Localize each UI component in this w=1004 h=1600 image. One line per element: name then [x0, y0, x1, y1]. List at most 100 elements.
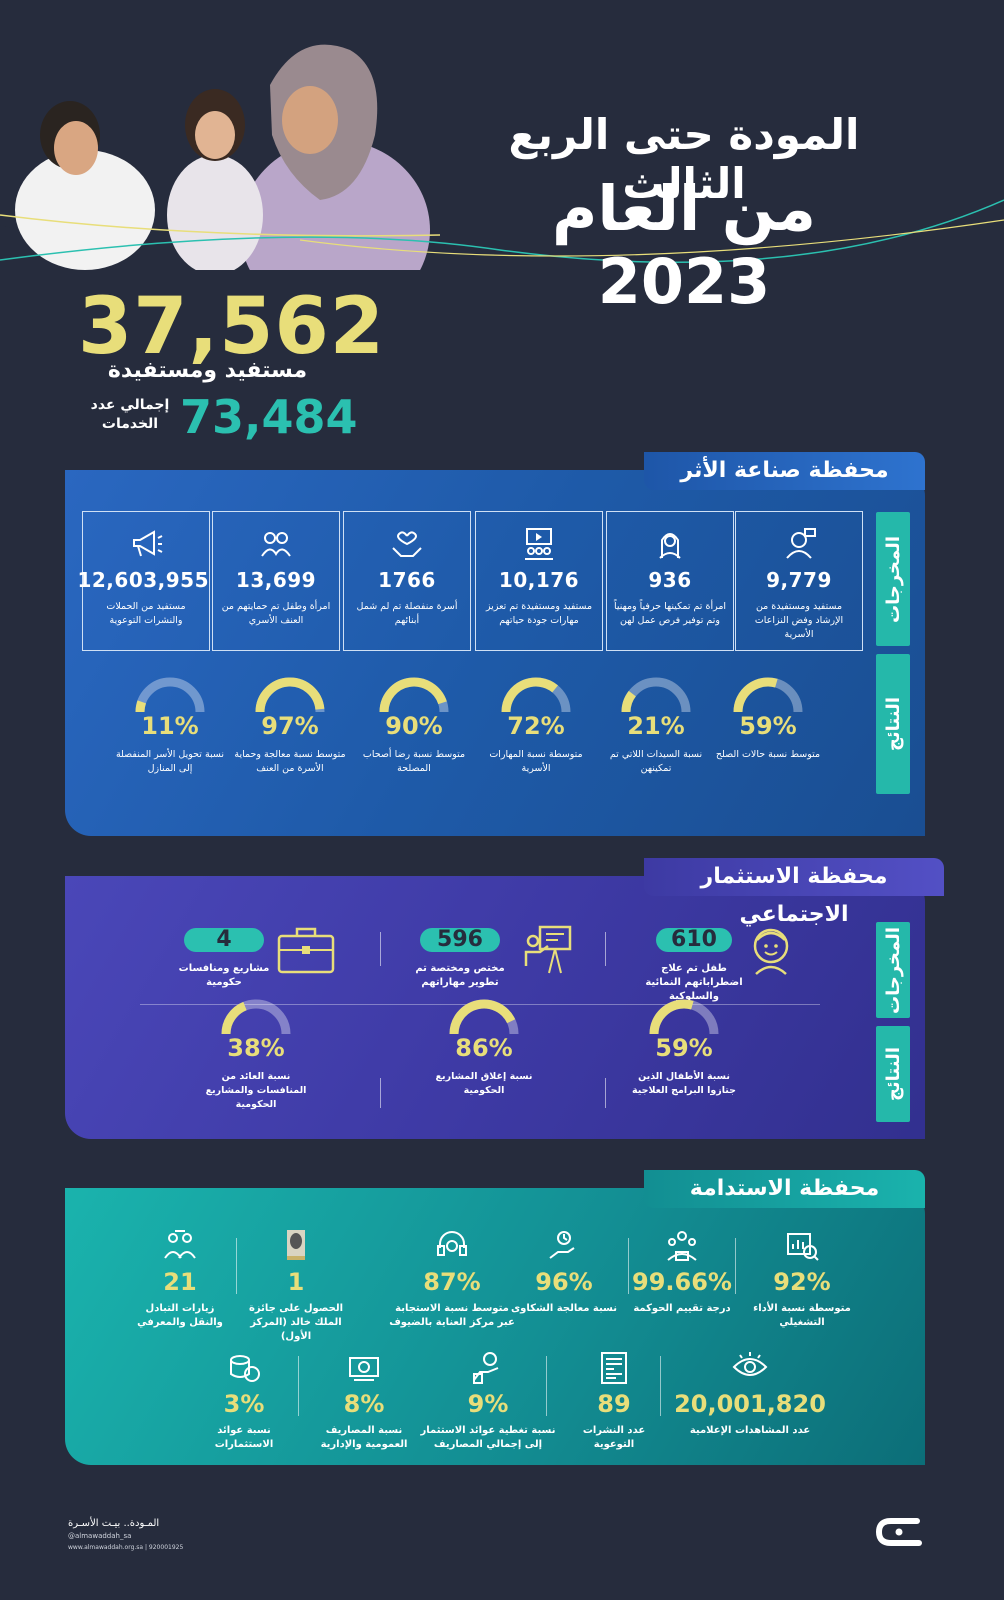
- social-title: محفظة الاستثمار الاجتماعي: [644, 858, 944, 927]
- presenter-icon: [524, 925, 572, 974]
- gauge-label: متوسط نسبة حالات الصلح: [715, 749, 821, 760]
- page-title-line1: المودة حتى الربع الثالث: [508, 110, 860, 208]
- divider: [605, 1078, 606, 1108]
- results-tag-label: النتائج: [882, 1046, 904, 1102]
- impact-output-label: مستفيد ومستفيدة تم تعزيز مهارات جودة حيا…: [485, 601, 593, 626]
- gauge-value: 72%: [507, 712, 565, 740]
- social-result: 38% نسبة العائد من المنافسات والمشاريع ال…: [196, 998, 316, 1112]
- divider: [298, 1356, 299, 1416]
- sustain-stat: 9% نسبة تغطية عوائد الاستثمار إلى إجمالي …: [420, 1350, 556, 1452]
- social-result: 86% نسبة إغلاق المشاريع الحكومية: [424, 998, 544, 1098]
- gauge-label: متوسطة نسبة المهارات الأسرية: [489, 749, 583, 774]
- gauge-value: 38%: [227, 1034, 285, 1062]
- sustain-stat-value: 89: [597, 1390, 631, 1418]
- beneficiaries-value: 37,562: [78, 282, 385, 372]
- sustain-stat-value: 92%: [773, 1268, 831, 1296]
- impact-output-value: 936: [648, 568, 692, 592]
- gauge-label: نسبة تحويل الأسر المنفصلة إلى المنازل: [115, 749, 225, 774]
- social-output-label: طفل تم علاج اضطراباتهم النمائية والسلوكي…: [645, 963, 743, 1002]
- gauge-arc: [596, 676, 716, 716]
- social-output-value: 4: [184, 928, 264, 952]
- gauge-label: نسبة إغلاق المشاريع الحكومية: [435, 1071, 533, 1096]
- sustain-stat-value: 96%: [535, 1268, 593, 1296]
- sustain-stat: 96% نسبة معالجة الشكاوى: [508, 1228, 620, 1316]
- sustain-stat-value: 1: [287, 1268, 305, 1296]
- money-hand-icon: [420, 1350, 556, 1386]
- impact-output-label: أسرة منفصلة تم لم شمل أبنائهم: [356, 601, 458, 626]
- impact-result: 59% متوسط نسبة حالات الصلح: [708, 676, 828, 762]
- gauge-arc: [110, 676, 230, 716]
- impact-result: 21% نسبة السيدات اللاتي تم تمكينهن: [596, 676, 716, 776]
- counselor-icon: [736, 526, 862, 560]
- headset-icon: [388, 1228, 516, 1264]
- megaphone-icon: [83, 526, 209, 560]
- divider: [660, 1356, 661, 1416]
- gauge-arc: [708, 676, 828, 716]
- impact-output-label: امرأة وطفل تم حمايتهم من العنف الأسري: [221, 601, 331, 626]
- sustain-stat: 8% نسبة المصاريف العمومية والإدارية: [308, 1350, 420, 1452]
- divider: [605, 932, 606, 966]
- sustain-stat-value: 3%: [223, 1390, 265, 1418]
- impact-output-card: 13,699 امرأة وطفل تم حمايتهم من العنف الأ…: [212, 511, 340, 651]
- sustain-stat: 89 عدد النشرات التوعوية: [566, 1350, 662, 1452]
- social-output-label: مشاريع ومنافسات حكومية: [178, 963, 270, 988]
- divider: [380, 1078, 381, 1108]
- results-tag-label: النتائج: [882, 696, 904, 752]
- sustain-stat-value: 21: [163, 1268, 197, 1296]
- sustain-stat: 1 الحصول على جائزة الملك خالد (المركز الأ…: [246, 1228, 346, 1344]
- divider: [546, 1356, 547, 1416]
- divider: [380, 932, 381, 966]
- sustain-stat-label: متوسط نسبة الاستجابة عبر مركز العناية با…: [389, 1303, 515, 1328]
- outputs-tag-label: المخرجات: [882, 926, 904, 1014]
- services-label-line1: إجمالي عدد: [90, 397, 170, 413]
- divider: [236, 1238, 237, 1294]
- gauge-label: نسبة الأطفال الذين جتازوا البرامج العلاج…: [631, 1071, 737, 1096]
- gauge-label: نسبة السيدات اللاتي تم تمكينهن: [609, 749, 703, 774]
- impact-output-value: 12,603,955: [77, 568, 209, 592]
- footer-site: www.almawaddah.org.sa | 920001925: [68, 1544, 184, 1551]
- decorative-waves: [0, 199, 1004, 264]
- impact-output-card: 12,603,955 مستفيد من الحملات والنشرات الت…: [77, 511, 210, 651]
- impact-output-card: 936 امرأة تم تمكينها حرفياً ومهنياً وتم ت…: [606, 511, 734, 651]
- impact-output-value: 9,779: [766, 568, 832, 592]
- sustain-stat-label: درجة تقييم الحوكمة: [633, 1303, 731, 1314]
- impact-output-card: 9,779 مستفيد ومستفيدة من الإرشاد وفض النز…: [735, 511, 863, 651]
- sustain-stat-label: عدد النشرات التوعوية: [582, 1425, 646, 1450]
- eye-icon: [670, 1350, 830, 1386]
- sustain-panel: [65, 1188, 925, 1465]
- gauge-arc: [354, 676, 474, 716]
- sustain-stat-label: نسبة المصاريف العمومية والإدارية: [320, 1425, 408, 1450]
- award-icon: [246, 1228, 346, 1264]
- impact-output-label: مستفيد من الحملات والنشرات التوعوية: [106, 601, 186, 626]
- gauge-value: 86%: [455, 1034, 513, 1062]
- gauge-value: 97%: [261, 712, 319, 740]
- impact-result: 72% متوسطة نسبة المهارات الأسرية: [476, 676, 596, 776]
- social-result: 59% نسبة الأطفال الذين جتازوا البرامج الع…: [624, 998, 744, 1098]
- impact-title: محفظة صناعة الأثر: [644, 452, 925, 490]
- impact-output-value: 13,699: [235, 568, 317, 592]
- gauge-label: متوسط نسبة رضا أصحاب المصلحة: [362, 749, 466, 774]
- child-icon: [753, 928, 789, 975]
- impact-result: 90% متوسط نسبة رضا أصحاب المصلحة: [354, 676, 474, 776]
- impact-result: 11% نسبة تحويل الأسر المنفصلة إلى المنازل: [110, 676, 230, 776]
- sustain-title: محفظة الاستدامة: [644, 1170, 925, 1208]
- sustain-stat: 87% متوسط نسبة الاستجابة عبر مركز العناية…: [388, 1228, 516, 1330]
- divider: [735, 1238, 736, 1294]
- sustain-stat-label: نسبة عوائد الاستثمارات: [214, 1425, 274, 1450]
- gauge-value: 11%: [141, 712, 199, 740]
- sustain-stat: 21 زيارات التبادل والنقل والمعرفي: [132, 1228, 228, 1330]
- gauge-arc: [476, 676, 596, 716]
- coins-icon: [196, 1350, 292, 1386]
- sustain-stat-value: 99.66%: [632, 1268, 732, 1296]
- impact-outputs-tag: المخرجات: [876, 512, 910, 646]
- sustain-stat: 3% نسبة عوائد الاستثمارات: [196, 1350, 292, 1452]
- social-results-tag: النتائج: [876, 1026, 910, 1122]
- footer-handle: @almawaddah_sa: [68, 1532, 132, 1540]
- impact-output-label: مستفيد ومستفيدة من الإرشاد وفض النزاعات …: [754, 601, 844, 640]
- gauge-value: 59%: [739, 712, 797, 740]
- social-output-value: 610: [656, 928, 732, 952]
- social-output-label: مختص ومختصة تم تطوير مهاراتهم: [415, 963, 505, 988]
- gauge-value: 90%: [385, 712, 443, 740]
- social-output-value: 596: [420, 928, 500, 952]
- gauge-arc: [230, 676, 350, 716]
